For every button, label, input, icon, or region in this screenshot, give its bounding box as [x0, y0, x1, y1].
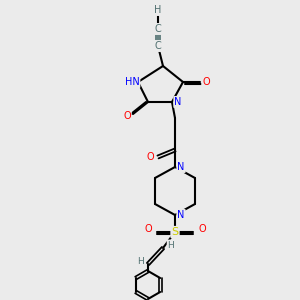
- Text: S: S: [171, 227, 178, 237]
- Text: N: N: [177, 210, 185, 220]
- Text: H: H: [136, 256, 143, 266]
- Text: H: H: [154, 5, 162, 15]
- Text: O: O: [123, 111, 131, 121]
- Text: N: N: [174, 97, 182, 107]
- Text: HN: HN: [124, 77, 140, 87]
- Text: O: O: [144, 224, 152, 234]
- Text: C: C: [154, 24, 161, 34]
- Text: O: O: [202, 77, 210, 87]
- Text: N: N: [177, 162, 185, 172]
- Text: O: O: [146, 152, 154, 162]
- Text: C: C: [154, 41, 161, 51]
- Text: H: H: [168, 241, 174, 250]
- Text: O: O: [198, 224, 206, 234]
